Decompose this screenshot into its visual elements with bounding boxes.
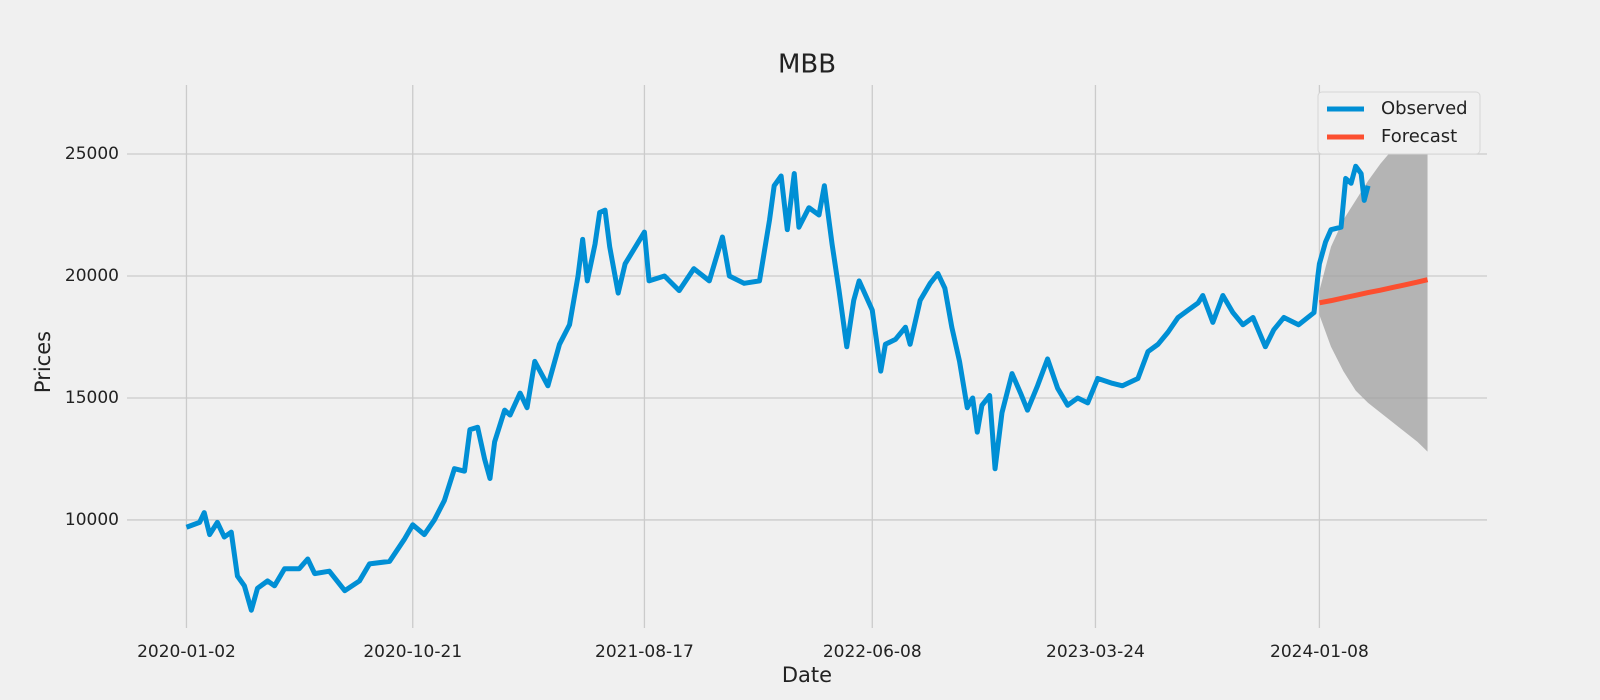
y-tick-label: 20000 [65,266,119,286]
line-series [185,163,1371,613]
x-tick-label: 2023-03-24 [1046,642,1145,662]
line-series [1318,277,1429,306]
y-tick-label: 25000 [65,144,119,164]
legend-label: Forecast [1381,126,1457,147]
legend-label: Observed [1381,98,1468,119]
chart-title: MBB [778,50,836,80]
x-tick-label: 2020-01-02 [137,642,236,662]
x-tick-label: 2021-08-17 [595,642,694,662]
x-tick-label: 2020-10-21 [363,642,462,662]
x-tick-label: 2024-01-08 [1270,642,1369,662]
y-tick-label: 15000 [65,388,119,408]
confidence-band [1319,115,1428,452]
y-tick-label: 10000 [65,510,119,530]
x-axis-label: Date [782,663,832,687]
y-axis-label: Prices [31,331,55,393]
x-tick-label: 2022-06-08 [823,642,922,662]
